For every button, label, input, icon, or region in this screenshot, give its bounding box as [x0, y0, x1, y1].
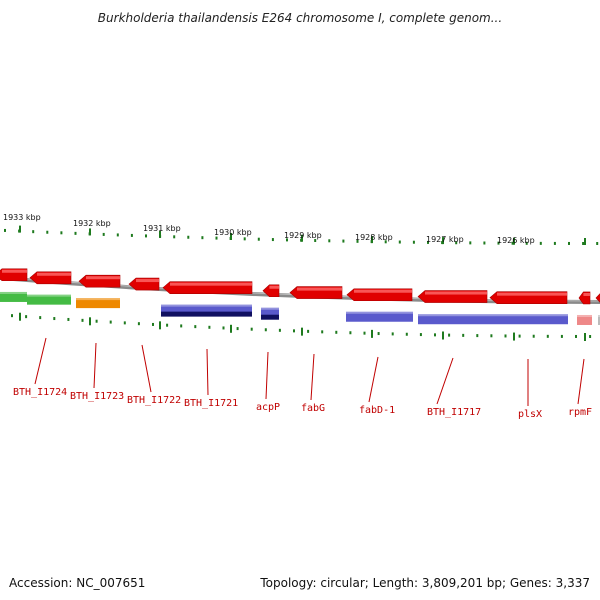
label-leader	[93, 342, 97, 389]
gene-arrow-shine	[37, 272, 71, 276]
gene-label: plsX	[518, 409, 542, 420]
cog-bar-shine	[76, 298, 120, 301]
major-ticks-top	[19, 225, 586, 245]
gene-arrow-shine	[136, 279, 159, 283]
label-leader	[577, 358, 585, 405]
gene-label: acpP	[256, 402, 280, 413]
gene-label: BTH_I1722	[127, 395, 181, 406]
gene-arrow-shine	[354, 289, 412, 293]
cog-bar-shine	[161, 304, 252, 307]
gene-arrow-shine	[425, 291, 487, 295]
summary-text: Topology: circular; Length: 3,809,201 bp…	[260, 576, 590, 590]
gene-label: fabD-1	[359, 405, 395, 416]
cog-bar	[261, 307, 279, 318]
cog-bar-shine	[0, 291, 27, 294]
label-leader	[368, 356, 379, 403]
cog-bar	[598, 314, 600, 325]
kbp-label: 1932 kbp	[73, 219, 111, 228]
cog-bar-shine	[261, 307, 279, 310]
gene-arrow-shine	[583, 292, 590, 296]
major-ticks-bottom	[19, 312, 586, 341]
label-leader	[310, 353, 315, 401]
kbp-label: 1929 kbp	[284, 231, 322, 240]
gene-label: rpmF	[568, 407, 592, 418]
gene-label: BTH_I1724	[13, 387, 67, 398]
kbp-label: 1927 kbp	[426, 235, 464, 244]
kbp-label: 1933 kbp	[3, 213, 41, 222]
label-leader	[141, 344, 152, 393]
gene-arrow-shine	[269, 285, 279, 289]
cog-bar	[76, 298, 120, 309]
kbp-labels: 1933 kbp 1932 kbp 1931 kbp 1930 kbp 1929 kbp…	[3, 213, 535, 245]
gene-arrow-shine	[297, 287, 342, 291]
gene-arrow-shine	[170, 282, 252, 286]
label-leader	[265, 351, 269, 400]
gene-label: BTH_I1723	[70, 391, 124, 402]
cog-bar	[0, 291, 27, 302]
gene-label: BTH_I1717	[427, 407, 481, 418]
minor-ticks-bottom	[11, 314, 592, 338]
cog-bars	[0, 291, 600, 325]
cog-bar-shine	[598, 314, 600, 317]
cog-bar	[161, 304, 252, 315]
cog-bar	[261, 314, 279, 320]
kbp-label: 1926 kbp	[497, 236, 535, 245]
cog-bar	[418, 314, 568, 325]
cog-bar	[27, 294, 71, 305]
cog-bar	[577, 314, 592, 325]
gene-arrow-shine	[2, 269, 27, 273]
gene-label: BTH_I1721	[184, 398, 238, 409]
cog-bar-shine	[577, 314, 592, 317]
label-leaders	[34, 337, 585, 406]
cog-bar	[161, 311, 252, 317]
cog-bar	[346, 311, 413, 322]
kbp-label: 1930 kbp	[214, 228, 252, 237]
map-title: Burkholderia thailandensis E264 chromoso…	[97, 11, 503, 25]
kbp-label: 1928 kbp	[355, 233, 393, 242]
gene-arrow-shine	[86, 276, 120, 280]
kbp-label: 1931 kbp	[143, 224, 181, 233]
cog-bar-shine	[27, 294, 71, 297]
label-leader	[34, 337, 47, 385]
label-leader	[436, 357, 454, 405]
gene-arrow	[595, 293, 600, 303]
cog-bar-shine	[346, 311, 413, 314]
cog-bar-shine	[418, 314, 568, 317]
gene-features	[0, 268, 600, 305]
gene-arrow-shine	[497, 292, 567, 296]
gene-labels: BTH_I1724 BTH_I1723 BTH_I1722 BTH_I1721 acpP…	[13, 387, 592, 420]
accession-text: Accession: NC_007651	[9, 576, 146, 590]
gene-label: fabG	[301, 403, 325, 414]
label-leader	[206, 348, 209, 396]
